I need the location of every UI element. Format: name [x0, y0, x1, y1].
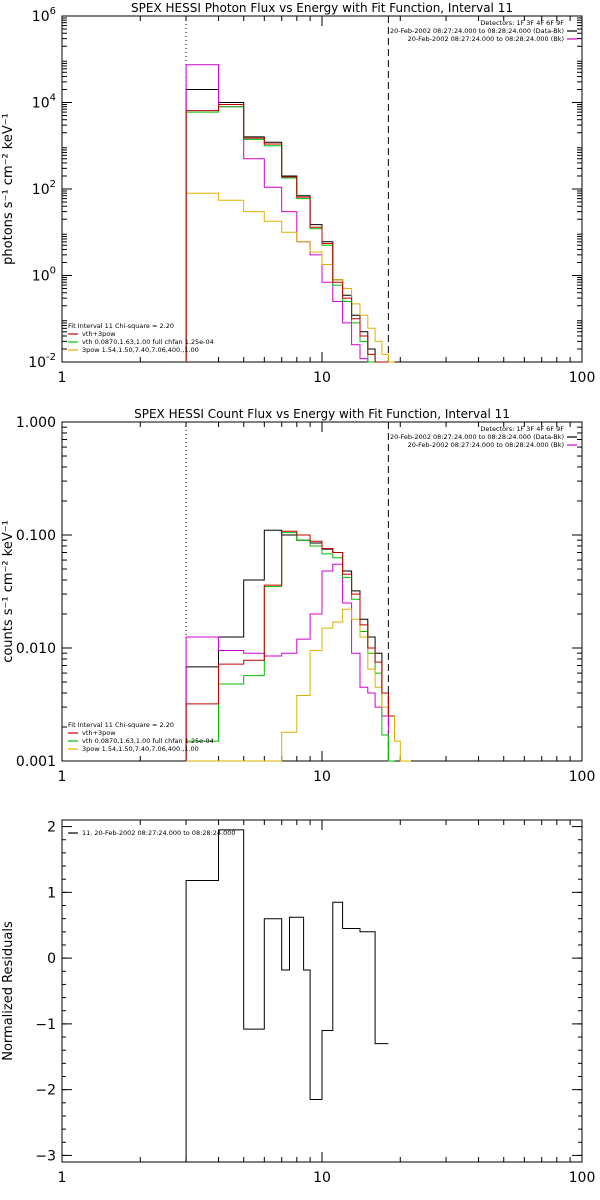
- x-tick-label: 100: [569, 370, 596, 386]
- y-axis-label: Normalized Residuals: [1, 921, 16, 1061]
- y-tick-label: 102: [32, 179, 56, 198]
- legend-entry: 3pow 1.54,1.50,7.40,7.06,400.,1.00: [82, 745, 199, 753]
- x-tick-label: 1: [58, 1170, 67, 1186]
- header-line: Detectors: 1F 3F 4F 6F 9F: [480, 425, 564, 433]
- x-tick-label: 10: [313, 1170, 331, 1186]
- y-tick-label: 1.000: [16, 415, 56, 431]
- series-2-line: [185, 563, 395, 762]
- x-tick-label: 10: [313, 370, 331, 386]
- y-tick-label: 0.100: [16, 528, 56, 544]
- legend-entry: vth+3pow: [82, 330, 116, 338]
- legend-entry: vth+3pow: [82, 729, 116, 737]
- y-tick-label: 0.010: [16, 641, 56, 657]
- y-tick-label: 104: [32, 93, 56, 112]
- x-tick-label: 100: [569, 1170, 596, 1186]
- legend-entry: Fit Interval 11 Chi-square = 2.20: [68, 322, 174, 330]
- header-line: 20-Feb-2002 08:27:24.000 to 08:28:24.000…: [390, 27, 564, 35]
- y-tick-label: 0.001: [16, 754, 56, 770]
- y-tick-label: −2: [35, 1083, 56, 1099]
- chart-panel-2: SPEX HESSI Count Flux vs Energy with Fit…: [1, 407, 595, 785]
- y-tick-label: −3: [35, 1148, 56, 1164]
- header-line: Detectors: 1F 3F 4F 6F 9F: [480, 19, 564, 27]
- legend-entry: 11. 20-Feb-2002 08:27:24.000 to 08:28:24…: [82, 829, 235, 837]
- series-5-line: [185, 104, 389, 363]
- y-tick-label: 100: [32, 266, 56, 285]
- x-tick-label: 1: [58, 370, 67, 386]
- legend-entry: 3pow 1.54,1.50,7.40,7.06,400.,1.00: [82, 346, 199, 354]
- x-tick-label: 100: [569, 769, 596, 785]
- legend-entry: vth 0.0870,1.63,1.00 full chfan 1.25e-04: [82, 338, 214, 346]
- header-line: 20-Feb-2002 08:27:24.000 to 08:28:24.000…: [408, 35, 564, 43]
- header-line: 20-Feb-2002 08:27:24.000 to 08:28:24.000…: [390, 433, 564, 441]
- chart-panel-3: 1 10 100 −3 −2 −1 0 1 2 Normalized Residuals 11. 2…: [1, 819, 596, 1186]
- y-tick-label: −1: [35, 1017, 56, 1033]
- chart-title: SPEX HESSI Count Flux vs Energy with Fit…: [134, 407, 510, 421]
- header-line: 20-Feb-2002 08:27:24.000 to 08:28:24.000…: [408, 441, 564, 449]
- series-1-line: [185, 829, 389, 1162]
- chart-title: SPEX HESSI Photon Flux vs Energy with Fi…: [131, 1, 513, 15]
- y-tick-label: 1: [47, 885, 56, 901]
- legend-entry: Fit Interval 11 Chi-square = 2.20: [68, 721, 174, 729]
- series-3-line: [185, 532, 395, 762]
- y-tick-label: 0: [47, 951, 56, 967]
- x-tick-label: 10: [313, 769, 331, 785]
- series-5-line: [185, 530, 395, 761]
- x-tick-label: 1: [58, 769, 67, 785]
- y-tick-label: 2: [47, 820, 56, 836]
- chart-panel-1: SPEX HESSI Photon Flux vs Energy with Fi…: [1, 1, 595, 386]
- y-axis-label: photons s⁻¹ cm⁻² keV⁻¹: [1, 113, 16, 265]
- y-tick-label: 106: [32, 6, 56, 25]
- legend-entry: vth 0.0870,1.63,1.00 full chfan 1.25e-04: [82, 737, 214, 745]
- y-tick-label: 10-2: [28, 352, 56, 371]
- y-axis-label: counts s⁻¹ cm⁻² keV⁻¹: [1, 520, 16, 663]
